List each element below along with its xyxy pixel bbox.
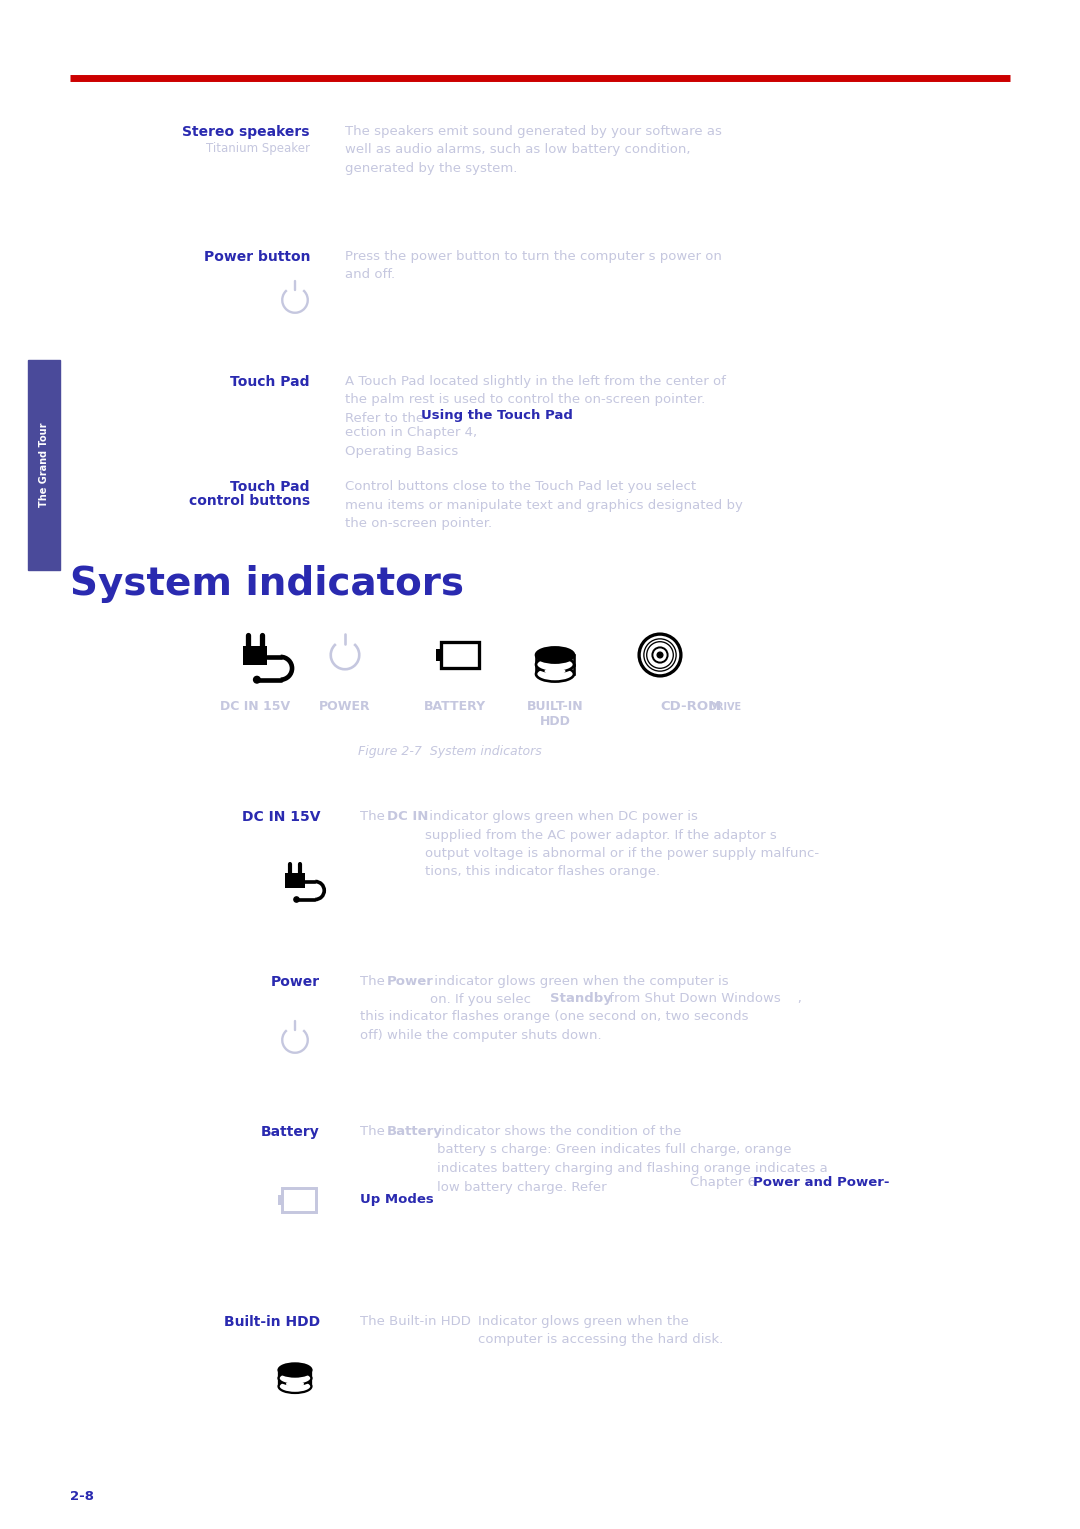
Circle shape: [294, 898, 299, 902]
Circle shape: [639, 635, 680, 676]
Text: System indicators: System indicators: [70, 566, 464, 602]
Text: indicator glows green when DC power is
supplied from the AC power adaptor. If th: indicator glows green when DC power is s…: [426, 810, 819, 879]
Ellipse shape: [286, 1381, 305, 1387]
Text: DC IN: DC IN: [387, 810, 429, 823]
Text: Stereo speakers: Stereo speakers: [183, 125, 310, 139]
Text: DC IN 15V: DC IN 15V: [242, 810, 320, 824]
Text: BATTERY: BATTERY: [424, 700, 486, 713]
Text: The: The: [360, 810, 384, 823]
Text: Standby: Standby: [550, 992, 612, 1005]
Text: Built-in HDD: Built-in HDD: [224, 1315, 320, 1329]
Circle shape: [657, 653, 663, 657]
Circle shape: [652, 647, 667, 662]
Text: Power and Power-: Power and Power-: [753, 1176, 890, 1190]
Ellipse shape: [536, 667, 573, 682]
Text: The: The: [360, 1125, 384, 1138]
Text: DRIVE: DRIVE: [708, 702, 741, 713]
Text: DC IN 15V: DC IN 15V: [220, 700, 291, 713]
Text: Titanium Speaker: Titanium Speaker: [206, 142, 310, 154]
Ellipse shape: [544, 668, 566, 674]
Text: Power: Power: [387, 976, 434, 988]
Text: Up Modes: Up Modes: [360, 1193, 434, 1206]
Text: Chapter 6: Chapter 6: [690, 1176, 756, 1190]
Text: Touch Pad: Touch Pad: [230, 375, 310, 388]
Ellipse shape: [279, 1379, 311, 1393]
Ellipse shape: [279, 1372, 311, 1385]
Bar: [243, 645, 268, 665]
Bar: [282, 1188, 316, 1212]
Ellipse shape: [536, 647, 573, 662]
Text: The speakers emit sound generated by your software as
well as audio alarms, such: The speakers emit sound generated by you…: [345, 125, 721, 174]
Text: BUILT-IN: BUILT-IN: [527, 700, 583, 713]
Text: A Touch Pad located slightly in the left from the center of
the palm rest is use: A Touch Pad located slightly in the left…: [345, 375, 726, 425]
Text: Touch Pad: Touch Pad: [230, 480, 310, 494]
Bar: [436, 650, 441, 661]
Text: 2-8: 2-8: [70, 1489, 94, 1503]
Text: indicator shows the condition of the
battery s charge: Green indicates full char: indicator shows the condition of the bat…: [437, 1125, 827, 1194]
Text: Figure 2-7  System indicators: Figure 2-7 System indicators: [359, 745, 542, 758]
Ellipse shape: [279, 1364, 311, 1376]
Bar: [28, 359, 60, 570]
Bar: [285, 873, 305, 887]
Text: Indicator glows green when the
computer is accessing the hard disk.: Indicator glows green when the computer …: [478, 1315, 724, 1347]
Text: ection in Chapter 4,
Operating Basics: ection in Chapter 4, Operating Basics: [345, 427, 477, 457]
Bar: [441, 642, 478, 668]
Text: control buttons: control buttons: [189, 494, 310, 508]
Text: Using the Touch Pad: Using the Touch Pad: [421, 408, 572, 422]
Text: The Built-in HDD: The Built-in HDD: [360, 1315, 471, 1329]
Text: POWER: POWER: [320, 700, 370, 713]
Ellipse shape: [536, 657, 573, 673]
Text: Press the power button to turn the computer s power on
and off.: Press the power button to turn the compu…: [345, 251, 721, 281]
Text: from Shut Down Windows    ,: from Shut Down Windows ,: [605, 992, 801, 1005]
Text: The Grand Tour: The Grand Tour: [39, 422, 49, 508]
Text: Battery: Battery: [387, 1125, 443, 1138]
Text: CD-ROM: CD-ROM: [660, 700, 721, 713]
Text: this indicator flashes orange (one second on, two seconds
off) while the compute: this indicator flashes orange (one secon…: [360, 1011, 748, 1041]
Text: Power button: Power button: [203, 251, 310, 265]
Circle shape: [254, 676, 260, 683]
Text: Power: Power: [271, 976, 320, 989]
Text: Control buttons close to the Touch Pad let you select
menu items or manipulate t: Control buttons close to the Touch Pad l…: [345, 480, 743, 531]
Text: indicator glows green when the computer is
on. If you selec: indicator glows green when the computer …: [430, 976, 729, 1006]
Text: HDD: HDD: [540, 716, 570, 728]
Bar: [278, 1194, 282, 1205]
Text: The: The: [360, 976, 384, 988]
Text: Battery: Battery: [261, 1125, 320, 1139]
